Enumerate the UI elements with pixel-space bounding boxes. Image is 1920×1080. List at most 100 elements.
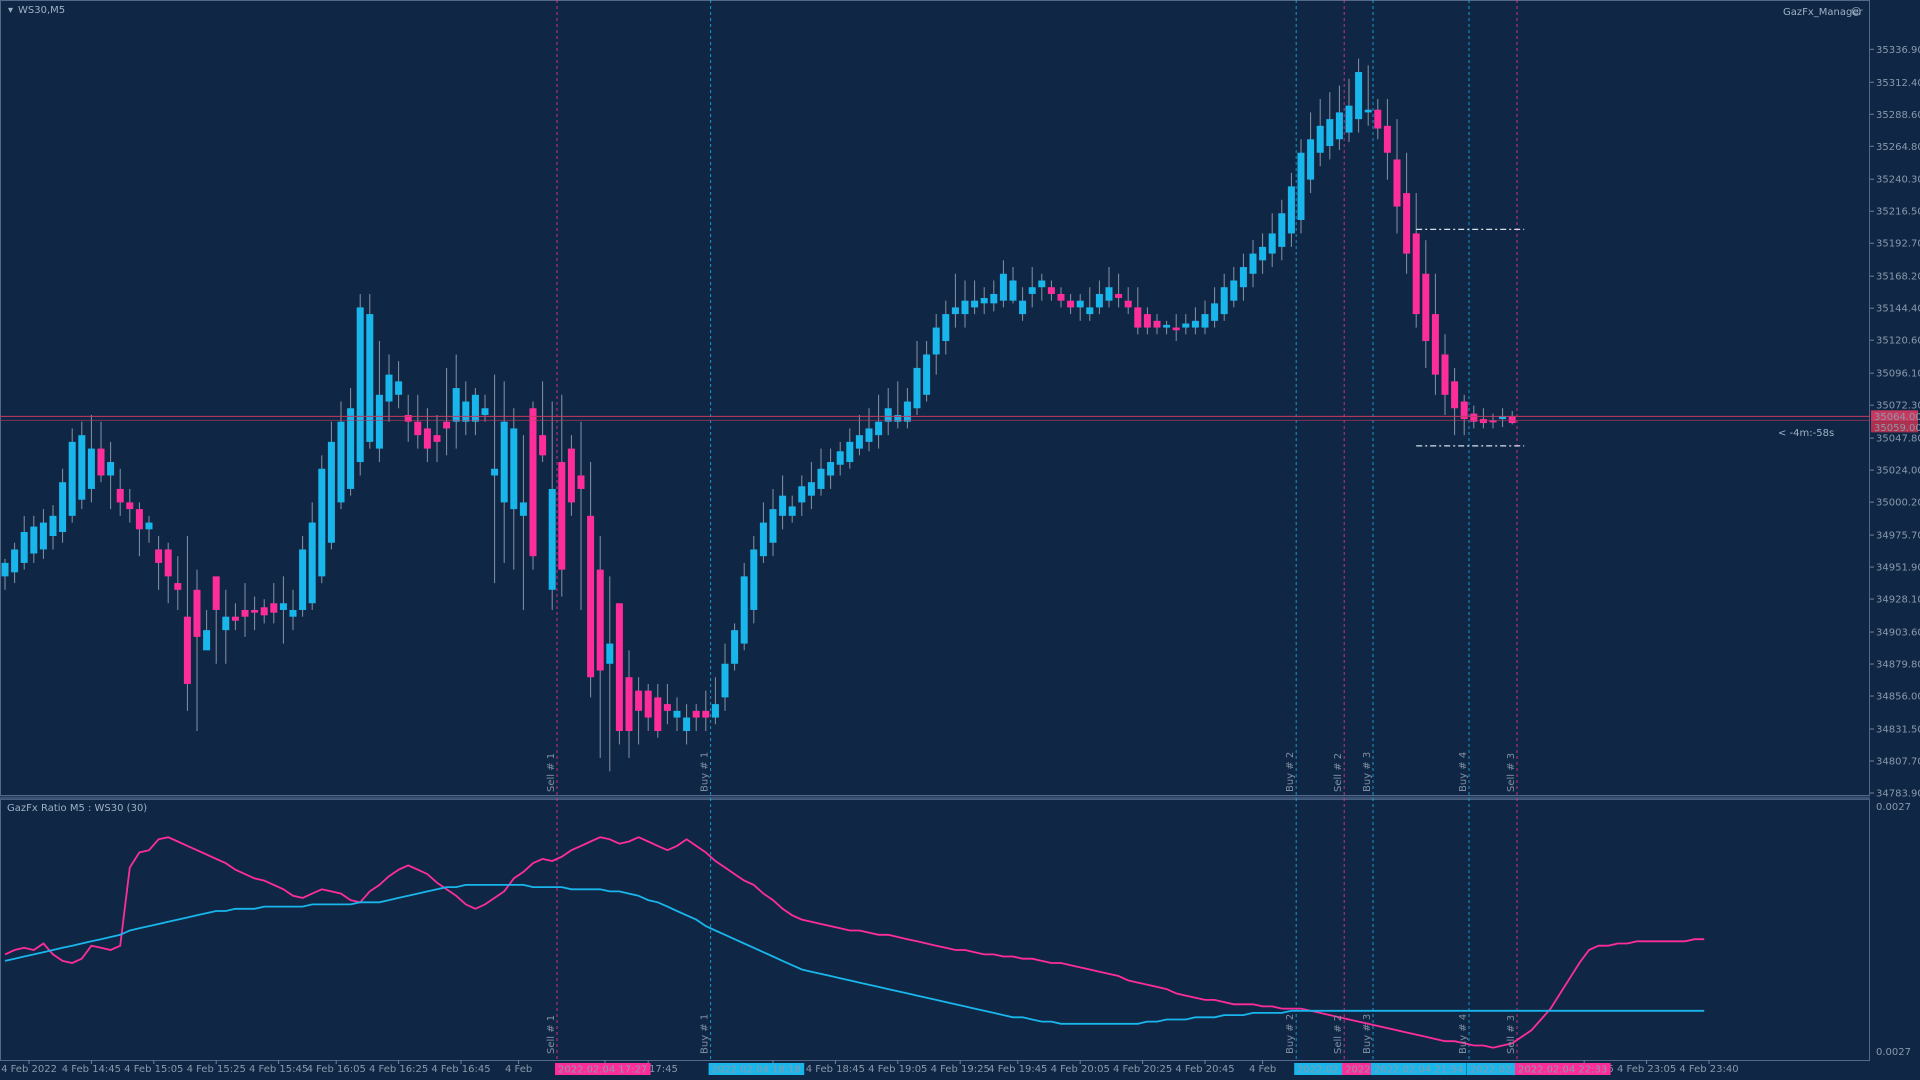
candle-bull [817,468,825,489]
candle-bull [971,300,979,308]
candle-bull [913,367,921,409]
candle-bull [337,421,345,503]
candle-bear [126,502,134,510]
candle-bull [1230,280,1238,301]
candle-bull [318,468,326,577]
candle-bear [587,515,595,678]
candle-bull [1316,125,1324,153]
time-tag-label: 2022.02.0 [1470,1065,1521,1076]
candle-bull [49,515,57,537]
smiley-icon[interactable]: ☺ [1851,7,1861,18]
candle-bull [87,448,95,489]
candle-bear [615,603,623,732]
time-tick-label: 4 Feb 2022 [1,1064,57,1075]
time-tick-label: 4 Feb 20:05 [1051,1064,1110,1075]
candle-bull [145,522,153,530]
price-tick-label: 35312.40 [1876,78,1920,89]
candle-bull [59,482,67,532]
candle-bear [1460,401,1468,420]
price-tick-label: 34783.90 [1876,789,1920,800]
time-tick-label: 4 Feb 19:45 [988,1064,1047,1075]
price-tick-label: 35264.80 [1876,142,1920,153]
candle-bear [558,462,566,570]
candle-bull [1220,287,1228,315]
candle-bear [1153,320,1161,328]
candle-bull [203,630,211,651]
candle-bull [875,421,883,436]
time-tag-bg [1467,1063,1524,1075]
main-pane-border [0,0,1870,796]
candle-bear [1067,300,1075,308]
time-tag-bg [1294,1063,1357,1075]
candle-bear [596,569,604,671]
symbol-menu-icon[interactable]: ▾ [8,5,13,16]
signal-vertical-lines [556,0,1518,1060]
candle-bear [212,576,220,610]
signal-label-indicator: Buy # 4 [1458,1014,1469,1054]
candle-bull [366,314,374,442]
indicator-label: GazFx Ratio M5 : WS30 (30) [7,803,147,814]
time-tick-label: 4 Feb 20:45 [1175,1064,1234,1075]
indicator-scale-bottom: 0.0027 [1876,1047,1911,1058]
candle-bear [164,549,172,577]
candle-bull [1355,72,1363,120]
candle-bull [1076,300,1084,308]
candle-bull [68,441,76,516]
price-tick-label: 34951.90 [1876,563,1920,574]
candle-bull [731,630,739,664]
candle-bear [231,616,239,621]
candle-bull [846,441,854,463]
candle-bear [193,589,201,637]
candle-bear [1172,327,1180,331]
candle-bull [961,300,969,315]
candle-bull [78,435,86,500]
candle-bull [452,388,460,422]
price-tick-label: 35144.40 [1876,304,1920,315]
candle-bull [222,616,230,631]
candle-bear [1441,354,1449,395]
signal-label-indicator: Buy # 1 [700,1014,711,1054]
price-tick-label: 35216.50 [1876,207,1920,218]
candle-bull [1028,287,1036,294]
candles-group [1,58,1516,772]
candle-bull [903,401,911,422]
candle-bull [510,428,518,510]
candle-bull [865,428,873,442]
candle-bear [135,509,143,530]
candle-bear [260,607,268,616]
candle-bull [827,462,835,476]
price-tag-bg [1871,421,1918,433]
candle-bear [1393,159,1401,207]
candle-bull [395,381,403,395]
price-tag-label: 35059.00 [1874,423,1920,434]
candle-bear [625,677,633,732]
signal-label-indicator: Sell # 2 [1333,1015,1344,1054]
candle-bull [721,663,729,698]
candle-bear [270,603,278,613]
candle-bull [884,408,892,422]
candle-bull [500,421,508,503]
candle-bull [1326,119,1334,147]
price-tick-label: 35336.90 [1876,45,1920,56]
signal-label-main: Sell # 1 [546,753,557,792]
ma-line [4,884,1705,1025]
candle-bull [999,273,1007,301]
candle-bull [683,717,691,732]
candle-bear [654,697,662,732]
signal-label-main: Buy # 3 [1362,752,1373,792]
candle-bull [942,314,950,342]
candle-bear [663,704,671,711]
ratio-line [4,836,1705,1049]
candle-bull [980,297,988,304]
candle-bull [1249,253,1257,274]
candle-bull [107,462,115,476]
ea-name-label: GazFx_Manager [1783,7,1864,18]
signal-label-indicator: Buy # 2 [1285,1014,1296,1054]
candle-bull [1191,320,1199,328]
candle-bull [788,506,796,516]
candle-bull [1287,186,1295,234]
candle-bull [1201,314,1209,328]
candle-bull [711,704,719,718]
